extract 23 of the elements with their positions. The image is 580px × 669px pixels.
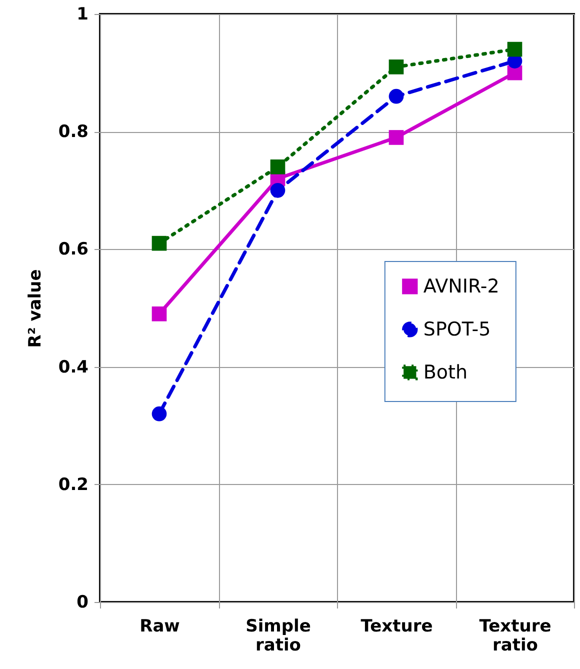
x-tick-label: Simple ratio (246, 616, 311, 656)
point (152, 406, 167, 422)
point (388, 130, 404, 145)
legend-label: AVNIR-2 (423, 275, 500, 298)
y-tick-label: 1 (76, 4, 88, 24)
y-tick-label: 0.4 (58, 357, 89, 378)
x-tick-label: Texture ratio (479, 616, 552, 656)
point (388, 88, 404, 104)
y-tick-label: 0.6 (58, 240, 88, 260)
point (270, 159, 286, 174)
point (388, 60, 404, 74)
y-axis-title: R² value (25, 269, 46, 348)
y-tick-label: 0.2 (58, 474, 88, 495)
legend-label: Both (423, 361, 468, 384)
legend-label: SPOT-5 (423, 318, 491, 340)
x-tick-label: Texture (360, 616, 433, 636)
y-tick-label: 0.8 (58, 122, 88, 142)
point (152, 306, 167, 322)
point (152, 236, 167, 251)
point (507, 42, 522, 57)
point (270, 183, 286, 198)
x-tick-label: Raw (140, 616, 180, 636)
y-tick-label: 0 (76, 592, 89, 612)
